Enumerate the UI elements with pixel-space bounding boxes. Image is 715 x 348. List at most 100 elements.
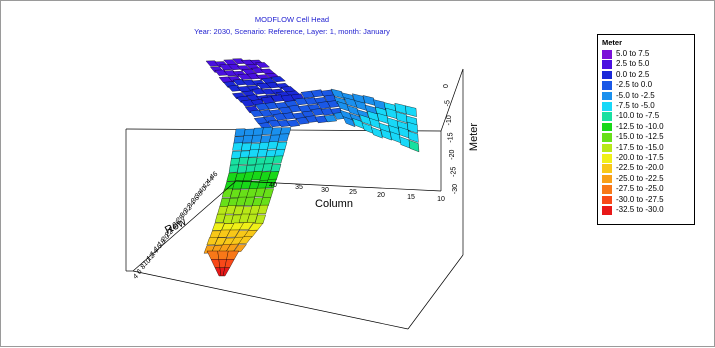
- z-tick-label: -15: [448, 132, 455, 142]
- surface-cell: [242, 135, 254, 144]
- y-tick-label: 18: [157, 238, 168, 248]
- surface-cell: [226, 229, 240, 238]
- legend-swatch: [602, 112, 612, 121]
- surface-cell: [276, 141, 288, 150]
- y-tick-label: 46: [209, 171, 220, 181]
- y-tick-label: 14: [149, 248, 160, 258]
- legend-entry: -7.5 to -5.0: [602, 101, 692, 111]
- legend-swatch: [602, 154, 612, 163]
- legend-entry: -27.5 to -25.0: [602, 184, 692, 194]
- y-tick-label: 24: [168, 224, 179, 234]
- legend-label: -10.0 to -7.5: [616, 111, 660, 121]
- legend-entry: -20.0 to -17.5: [602, 153, 692, 163]
- surface-cell: [243, 230, 258, 238]
- surface-cell: [254, 187, 266, 197]
- y-tick-label: 30: [179, 209, 190, 219]
- legend-label: -30.0 to -27.5: [616, 194, 664, 204]
- surface-cell: [222, 267, 231, 277]
- surface-cell: [214, 213, 226, 223]
- surface-cell: [267, 171, 280, 181]
- legend-label: -12.5 to -10.0: [616, 121, 664, 131]
- surface-cell: [295, 117, 310, 125]
- surface-cell: [254, 62, 270, 68]
- y-tick-label: 40: [198, 185, 209, 195]
- y-tick-label: 26: [172, 219, 183, 229]
- surface-cell: [239, 222, 254, 230]
- x-tick-label: 35: [295, 184, 303, 191]
- meter-ticks: -30 -25 -20 -15 -10 -5 0: [443, 84, 459, 194]
- legend-label: -15.0 to -12.5: [616, 132, 664, 142]
- legend-swatch: [602, 81, 612, 90]
- legend-entry: -15.0 to -12.5: [602, 132, 692, 142]
- surface-cell: [261, 126, 273, 135]
- y-tick-label: 12: [146, 252, 157, 262]
- y-tick-label: 6: [136, 268, 144, 276]
- x-tick-label: 30: [321, 187, 329, 194]
- surface-cell: [246, 213, 258, 223]
- legend-swatch: [602, 122, 612, 132]
- x-tick-label: 40: [269, 182, 277, 189]
- legend-swatch: [602, 195, 612, 205]
- surface-cell: [210, 259, 221, 268]
- z-tick-label: -10: [446, 115, 453, 125]
- legend-entry: -12.5 to -10.0: [602, 121, 692, 132]
- legend-swatch: [602, 102, 612, 111]
- legend-swatch: [602, 174, 612, 184]
- x-tick-label: 25: [349, 189, 357, 196]
- y-tick-label: 4: [132, 273, 140, 281]
- surface-cell: [270, 164, 282, 173]
- surface-cell: [226, 250, 240, 260]
- legend-swatch: [602, 143, 612, 153]
- surface-cell: [238, 156, 249, 165]
- surface-cell: [270, 76, 286, 83]
- surface-mesh: [203, 58, 420, 277]
- legend-label: -17.5 to -15.0: [616, 142, 664, 152]
- x-tick-label: 15: [407, 194, 415, 201]
- legend: Meter 5.0 to 7.5 2.5 to 5.0 0.0 to 2.5 -2.5…: [597, 34, 695, 225]
- legend-label: 0.0 to 2.5: [616, 69, 650, 79]
- z-tick-label: -20: [449, 150, 456, 160]
- surface-cell: [241, 142, 252, 151]
- y-tick-label: 34: [186, 200, 197, 210]
- z-tick-label: -30: [452, 184, 459, 194]
- legend-entry: -2.5 to 0.0: [602, 80, 692, 90]
- surface-cell: [262, 163, 273, 172]
- legend-label: -5.0 to -2.5: [616, 90, 655, 100]
- y-tick-label: 42: [201, 180, 212, 190]
- legend-entry: -22.5 to -20.0: [602, 163, 692, 173]
- surface-cell: [246, 157, 258, 166]
- legend-swatch: [602, 60, 612, 69]
- legend-entry: 2.5 to 5.0: [602, 59, 692, 69]
- surface-cell: [274, 149, 286, 157]
- row-ticks: 4681012141618202224262830323436384042444…: [132, 171, 219, 281]
- surface-cell: [323, 114, 338, 123]
- surface-cell: [277, 133, 290, 142]
- legend-entry: -17.5 to -15.0: [602, 142, 692, 153]
- legend-swatch: [602, 91, 612, 101]
- y-tick-label: 22: [164, 228, 175, 238]
- legend-label: 2.5 to 5.0: [616, 59, 650, 69]
- legend-entry: -32.5 to -30.0: [602, 205, 692, 215]
- y-tick-label: 10: [142, 257, 153, 267]
- legend-label: -32.5 to -30.0: [616, 205, 664, 214]
- legend-title: Meter: [602, 38, 623, 47]
- y-tick-label: 32: [183, 204, 194, 214]
- x-tick-label: 20: [377, 192, 385, 199]
- surface-cell: [237, 165, 248, 174]
- surface-cell: [251, 134, 263, 143]
- surface-cell: [234, 128, 246, 137]
- surface-cell: [233, 244, 247, 253]
- surface-cell: [257, 204, 269, 214]
- surface-cell: [407, 130, 419, 143]
- chart-subtitle: Year: 2030, Scenario: Reference, Layer: …: [194, 27, 390, 36]
- legend-label: 5.0 to 7.5: [616, 49, 650, 58]
- legend-label: -22.5 to -20.0: [616, 163, 664, 173]
- legend-swatch: [602, 164, 612, 173]
- z-tick-label: -25: [451, 167, 458, 177]
- legend-label: -2.5 to 0.0: [616, 80, 653, 90]
- box-front: [126, 69, 464, 330]
- legend-entry: 5.0 to 7.5: [602, 49, 692, 59]
- surface-cell: [272, 155, 284, 164]
